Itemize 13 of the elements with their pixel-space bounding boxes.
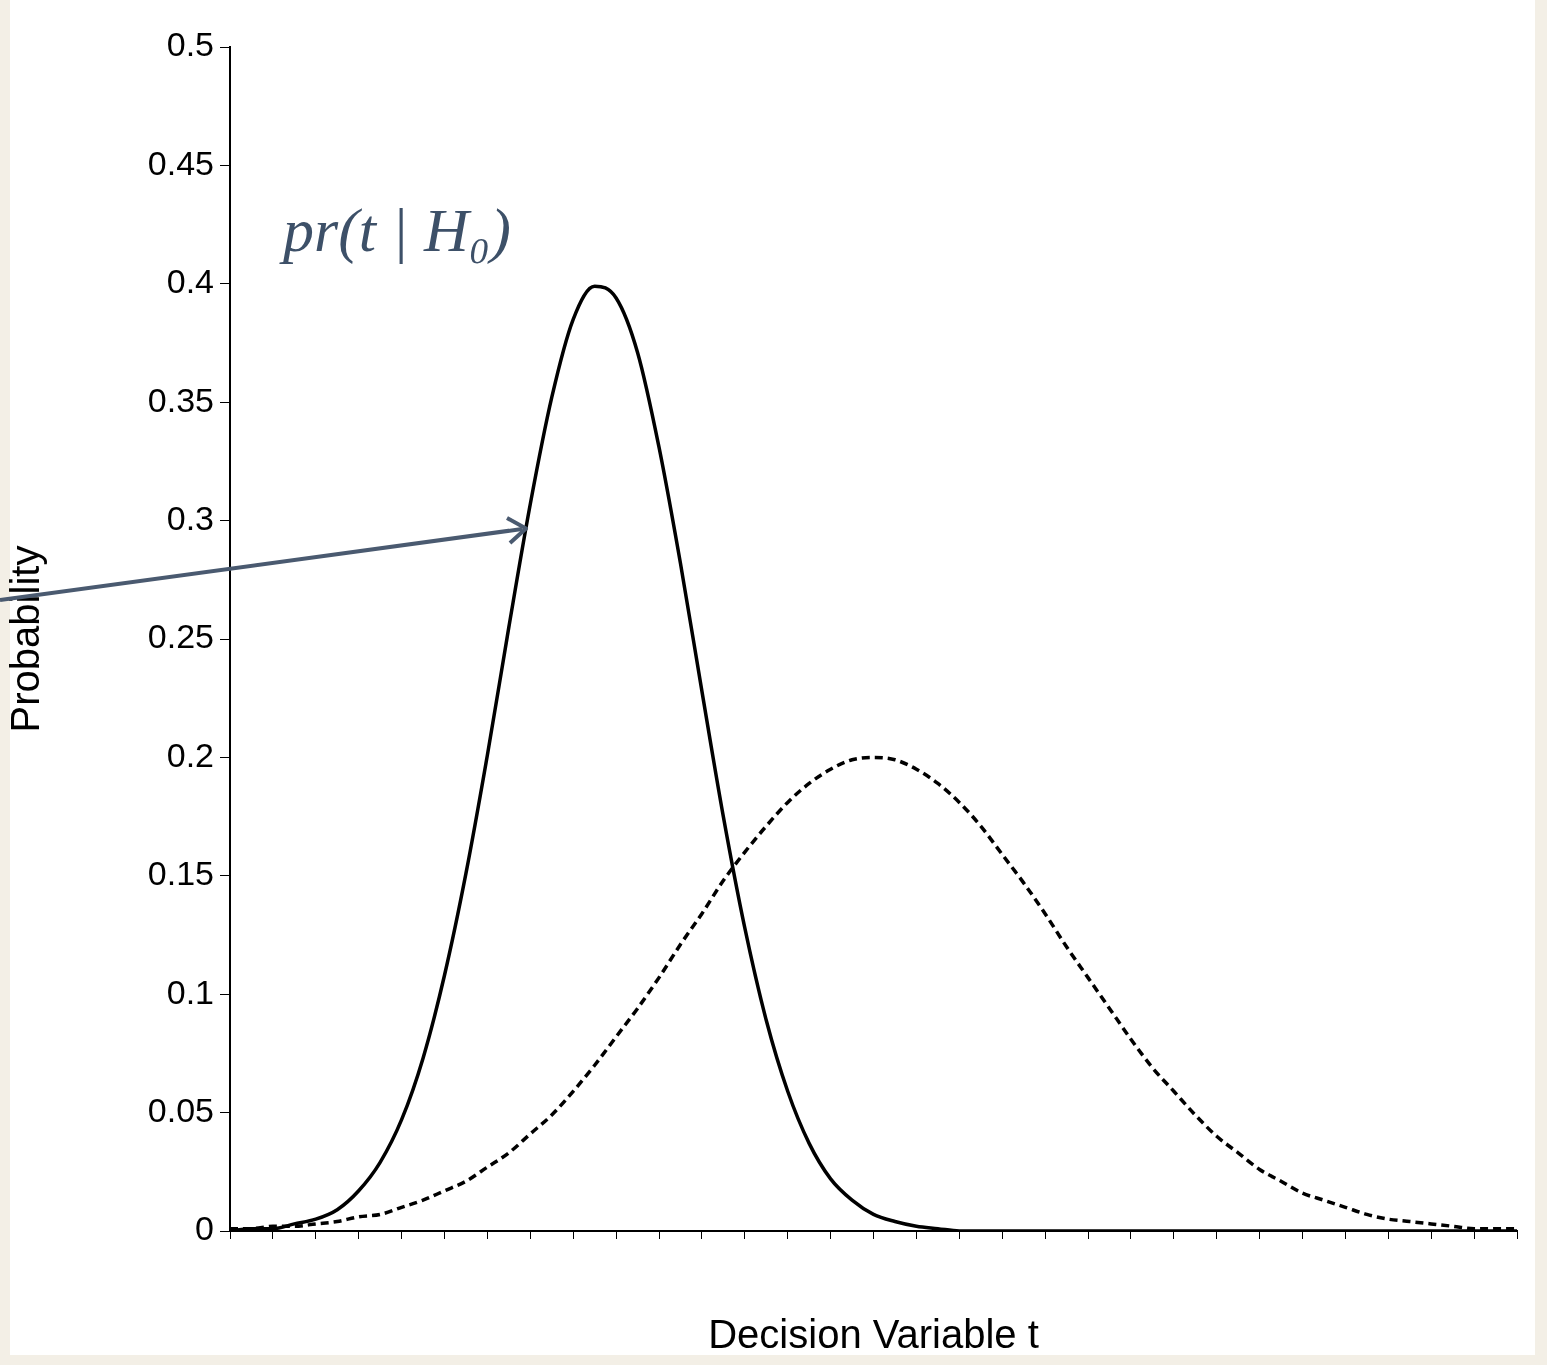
y-tick-label: 0 — [195, 1209, 214, 1248]
y-tick-label: 0.3 — [166, 498, 214, 537]
y-tick-label: 0.2 — [166, 735, 214, 774]
y-tick-label: 0.25 — [147, 617, 214, 656]
y-tick-label: 0.5 — [166, 25, 214, 64]
y-tick-label: 0.35 — [147, 380, 214, 419]
y-tick-label: 0.1 — [166, 972, 214, 1011]
x-axis-title: Decision Variable t — [708, 1312, 1039, 1357]
y-tick-label: 0.05 — [147, 1090, 214, 1129]
y-axis-title: Probability — [3, 545, 48, 733]
y-tick-label: 0.45 — [147, 143, 214, 182]
y-tick-label: 0.15 — [147, 854, 214, 893]
y-tick-label: 0.4 — [166, 262, 214, 301]
